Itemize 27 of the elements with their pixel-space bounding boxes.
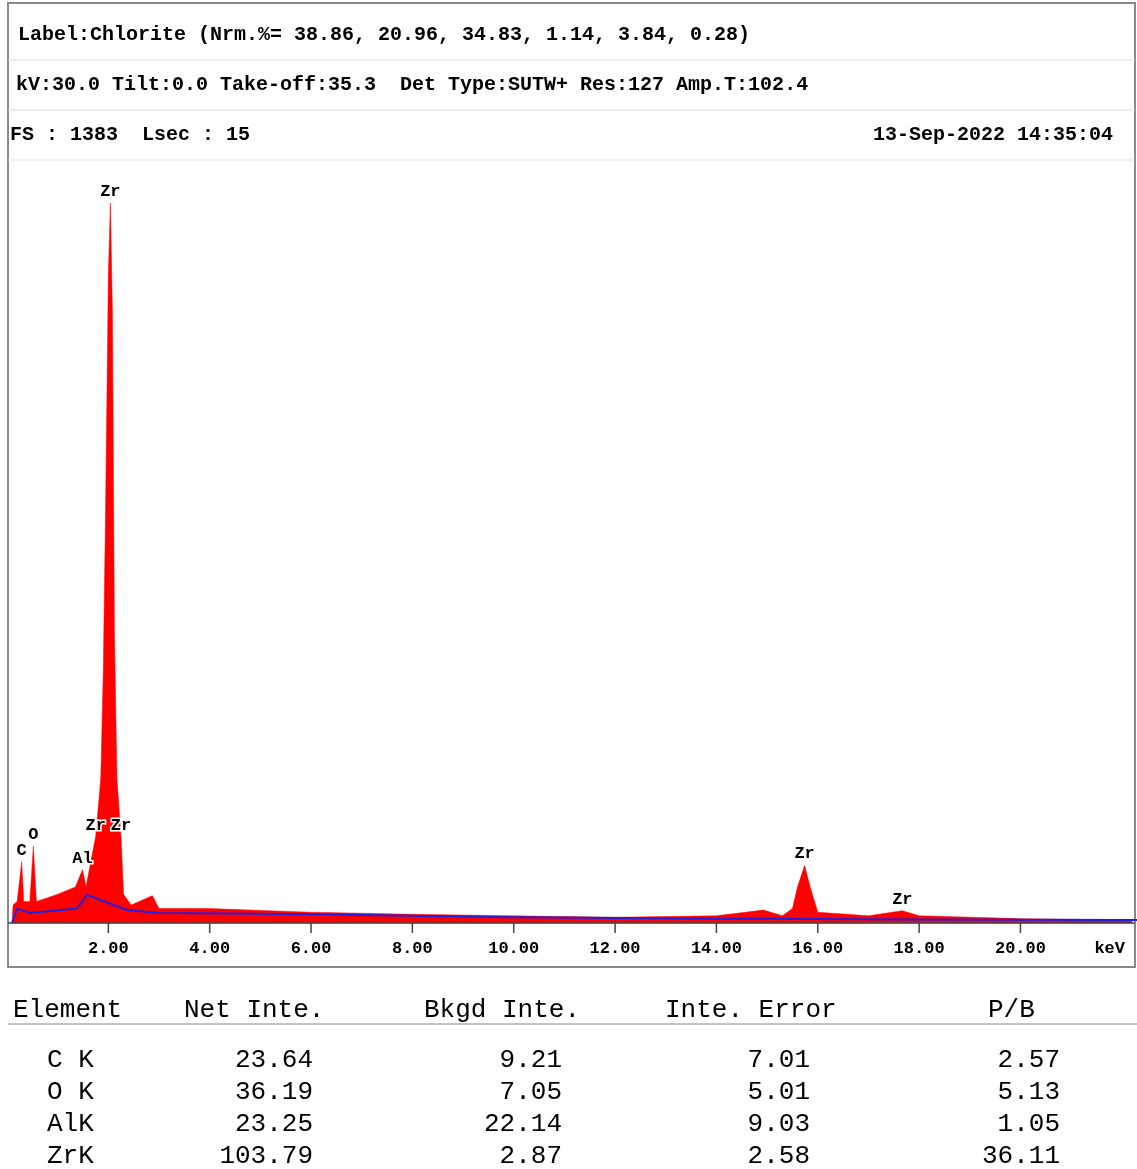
text: FS : 1383 Lsec : 15 (10, 123, 251, 146)
x-tick-label: 4.00 (189, 939, 231, 958)
text: 13-Sep-2022 14:35:04 (872, 123, 1113, 146)
annotation: Al (72, 848, 93, 868)
x-tick-label: 10.00 (488, 939, 540, 958)
annotation: C (16, 840, 27, 860)
x-tick-label: 8.00 (391, 939, 433, 958)
x-tick-label: 14.00 (690, 939, 742, 958)
x-tick-label: 16.00 (792, 939, 844, 958)
text: AlK 23.25 22.14 9.03 1.05 (47, 1109, 1060, 1139)
x-tick-label: 20.00 (994, 939, 1046, 958)
annotation: Zr (892, 889, 913, 909)
text: O K 36.19 7.05 5.01 5.13 (47, 1077, 1060, 1107)
annotation: Zr (100, 182, 121, 201)
chart-title: Label:Chlorite (Nrm.%= 38.86, 20.96, 34.83, 1.14, 3.84, 0.28) (18, 23, 751, 46)
x-tick-label: 6.00 (290, 939, 332, 958)
annotation: Zr (794, 844, 815, 864)
x-tick-label: 12.00 (589, 939, 641, 958)
text: ZrK 103.79 2.87 2.58 36.11 (47, 1141, 1060, 1169)
x-tick-label: 18.00 (893, 939, 945, 958)
x-axis-title: keV (1094, 939, 1126, 958)
annotation: O (28, 824, 39, 844)
text: C K 23.64 9.21 7.01 2.57 (47, 1045, 1060, 1075)
x-tick-label: 2.00 (87, 939, 129, 958)
text: Element Net Inte. Bkgd Inte. Inte. Error P/B (13, 995, 1035, 1025)
annotation: Zr (110, 815, 132, 835)
chart-subtitle: kV:30.0 Tilt:0.0 Take-off:35.3 Det Type:SUTW+ Res:127 Amp.T:102.4 (16, 73, 809, 96)
